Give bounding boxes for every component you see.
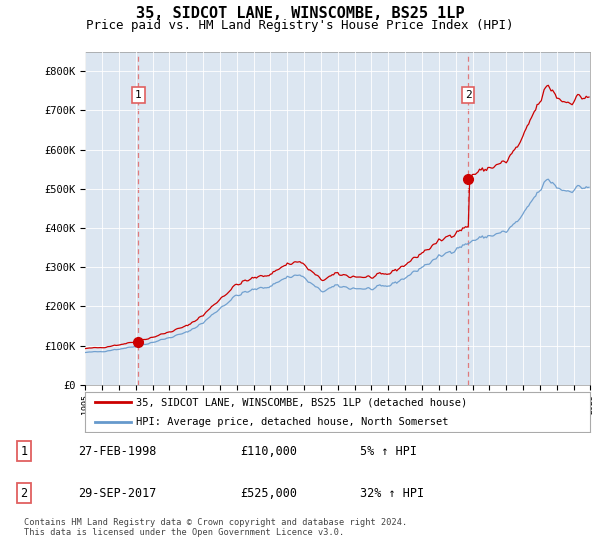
- Text: 35, SIDCOT LANE, WINSCOMBE, BS25 1LP: 35, SIDCOT LANE, WINSCOMBE, BS25 1LP: [136, 6, 464, 21]
- Text: 1: 1: [135, 90, 142, 100]
- Text: 29-SEP-2017: 29-SEP-2017: [78, 487, 157, 500]
- Text: 27-FEB-1998: 27-FEB-1998: [78, 445, 157, 458]
- Text: 32% ↑ HPI: 32% ↑ HPI: [360, 487, 424, 500]
- Text: £110,000: £110,000: [240, 445, 297, 458]
- Text: 35, SIDCOT LANE, WINSCOMBE, BS25 1LP (detached house): 35, SIDCOT LANE, WINSCOMBE, BS25 1LP (de…: [136, 397, 467, 407]
- Text: 1: 1: [20, 445, 28, 458]
- Text: £525,000: £525,000: [240, 487, 297, 500]
- Text: HPI: Average price, detached house, North Somerset: HPI: Average price, detached house, Nort…: [136, 417, 448, 427]
- Text: 5% ↑ HPI: 5% ↑ HPI: [360, 445, 417, 458]
- Text: 2: 2: [465, 90, 472, 100]
- Text: 2: 2: [20, 487, 28, 500]
- Text: Price paid vs. HM Land Registry's House Price Index (HPI): Price paid vs. HM Land Registry's House …: [86, 19, 514, 32]
- Text: Contains HM Land Registry data © Crown copyright and database right 2024.
This d: Contains HM Land Registry data © Crown c…: [24, 518, 407, 538]
